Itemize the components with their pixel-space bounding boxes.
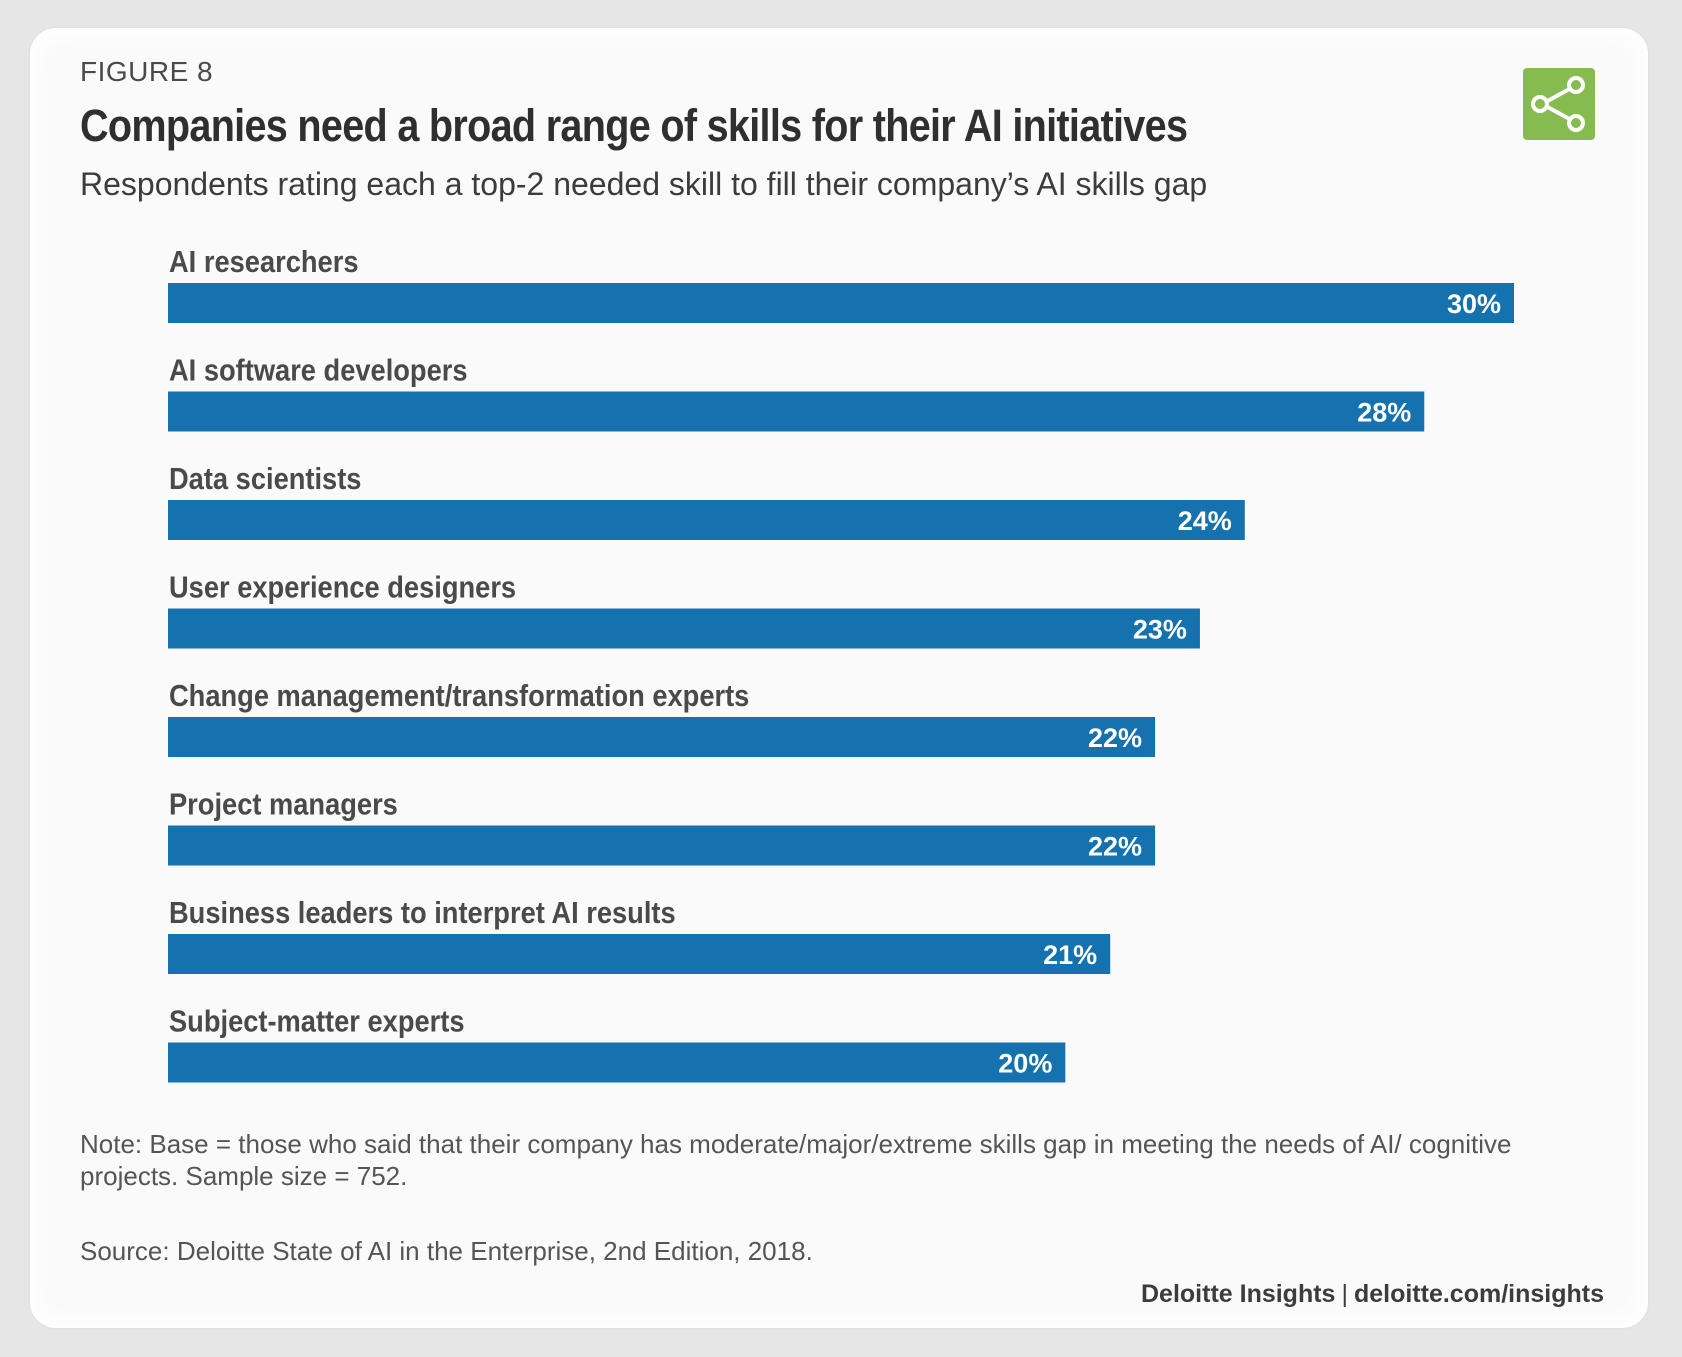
value-label: 20% <box>998 1049 1052 1079</box>
share-icon <box>1531 76 1585 132</box>
credit-line: Deloitte Insights | deloitte.com/insights <box>1141 1280 1604 1309</box>
chart-note: Note: Base = those who said that their c… <box>80 1129 1512 1191</box>
credit-url[interactable]: deloitte.com/insights <box>1353 1280 1604 1308</box>
category-label: Subject-matter experts <box>169 1005 465 1039</box>
category-label: Change management/transformation experts <box>169 679 749 713</box>
chart-subtitle: Respondents rating each a top-2 needed s… <box>80 166 1208 202</box>
bar <box>168 283 1514 323</box>
bar <box>168 608 1200 649</box>
category-label: User experience designers <box>169 571 516 605</box>
value-label: 30% <box>1447 289 1501 319</box>
value-label: 28% <box>1357 398 1411 428</box>
category-label: Project managers <box>169 788 398 822</box>
figure-card <box>30 28 1648 1328</box>
bar <box>168 1042 1066 1083</box>
category-label: Business leaders to interpret AI results <box>169 896 676 930</box>
share-button[interactable] <box>1523 68 1595 140</box>
value-label: 24% <box>1178 506 1232 536</box>
category-label: Data scientists <box>169 462 361 496</box>
chart-source: Source: Deloitte State of AI in the Ente… <box>80 1236 813 1266</box>
value-label: 22% <box>1088 832 1142 862</box>
figure-label: FIGURE 8 <box>80 56 214 87</box>
credit-brand: Deloitte Insights <box>1141 1280 1336 1308</box>
category-label: AI researchers <box>169 245 359 279</box>
chart-title: Companies need a broad range of skills f… <box>80 100 1188 151</box>
bar <box>168 391 1425 432</box>
bar <box>168 825 1156 866</box>
credit-separator: | <box>1341 1280 1348 1308</box>
value-label: 22% <box>1088 723 1142 753</box>
value-label: 21% <box>1043 940 1097 970</box>
value-label: 23% <box>1133 615 1187 645</box>
bar <box>168 717 1156 757</box>
category-label: AI software developers <box>169 354 468 388</box>
bar <box>168 500 1245 540</box>
bar <box>168 934 1111 974</box>
